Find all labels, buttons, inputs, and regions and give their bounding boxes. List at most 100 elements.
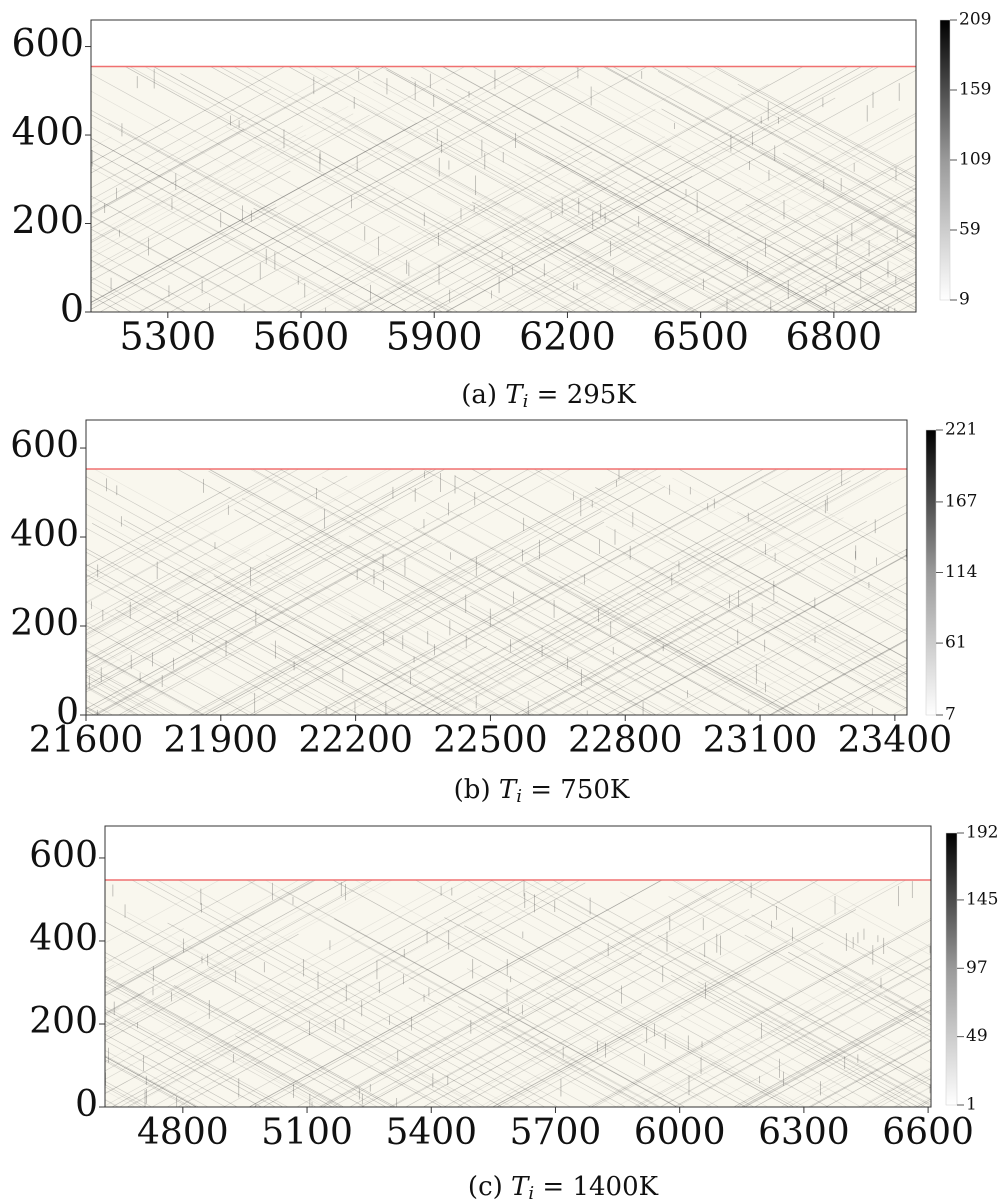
caption: (c) Ti = 1400K [468, 1172, 659, 1204]
texture-line [531, 879, 931, 1100]
texture-line [615, 554, 907, 715]
texture-line [86, 513, 452, 715]
colorbar-tick-label: 145 [966, 889, 998, 909]
texture-line [91, 248, 206, 312]
texture-line [684, 235, 823, 312]
texture-line [712, 66, 916, 179]
texture-line [99, 66, 548, 312]
texture-line [779, 1034, 912, 1107]
colorbar-tick-label: 59 [959, 220, 981, 240]
texture-line [533, 468, 907, 675]
texture-line [391, 1004, 578, 1107]
texture-line [384, 468, 833, 715]
texture-line [461, 530, 797, 715]
texture-line [0, 988, 4, 1107]
texture-line [736, 999, 931, 1107]
colorbar [945, 832, 958, 1106]
texture-line [105, 1056, 197, 1107]
texture-line [484, 517, 844, 715]
texture-line [788, 241, 916, 312]
texture-line [418, 468, 867, 715]
texture-line [747, 215, 916, 309]
texture-line [105, 879, 348, 1014]
texture-line [91, 66, 534, 310]
texture-line [91, 128, 245, 214]
y-tick-label: 0 [60, 287, 84, 331]
caption-part: (a) [461, 380, 505, 410]
texture-line [105, 879, 370, 1026]
texture-line [405, 879, 820, 1107]
texture-line [86, 574, 342, 715]
texture-line [820, 562, 907, 611]
texture-line [787, 490, 907, 557]
texture-line [91, 90, 493, 312]
texture-line [545, 155, 831, 312]
texture-line [105, 992, 145, 1015]
texture-line [623, 553, 907, 711]
texture-line [322, 106, 696, 312]
texture-line [361, 646, 487, 715]
texture-line [105, 1013, 276, 1107]
texture-line [223, 965, 482, 1107]
texture-line [312, 66, 760, 312]
texture-line [148, 75, 579, 312]
texture-line [525, 562, 803, 715]
texture-line [561, 619, 736, 715]
texture-line [91, 114, 451, 312]
texture-line [833, 970, 931, 1026]
texture-line [446, 88, 852, 312]
x-tick-label: 6000 [634, 1112, 726, 1153]
texture-line [528, 108, 899, 312]
texture-line [674, 879, 931, 1021]
texture-line [951, 517, 1007, 715]
texture-line [861, 1068, 931, 1107]
texture-line [633, 943, 931, 1107]
texture-line [457, 1006, 642, 1107]
y-tick-label: 600 [29, 835, 98, 876]
texture-line [410, 76, 839, 312]
texture-line [751, 914, 931, 1014]
x-tick-label: 6500 [652, 315, 749, 359]
texture-line [86, 486, 231, 567]
caption-part: = 750K [522, 775, 630, 805]
texture-line [590, 919, 931, 1107]
texture-line [123, 468, 572, 715]
x-tick-label: 23400 [838, 720, 953, 761]
texture-line [414, 879, 829, 1107]
texture-line [668, 896, 931, 1042]
y-tick-label: 200 [10, 603, 79, 644]
texture-line [200, 66, 648, 312]
texture-line [91, 207, 277, 310]
colorbar-tick-label: 61 [945, 633, 967, 653]
texture-line [235, 1035, 365, 1107]
texture-line [700, 585, 907, 700]
texture-line [659, 538, 907, 676]
texture-line [349, 879, 764, 1107]
texture-line [995, 375, 1007, 715]
texture-line [91, 170, 291, 281]
texture-line [126, 911, 482, 1107]
texture-line [253, 926, 582, 1107]
texture-line [636, 592, 860, 715]
texture-line [525, 468, 907, 679]
texture-line [987, 635, 1007, 715]
texture-line [454, 475, 890, 715]
texture-line [457, 1029, 599, 1107]
texture-line [676, 966, 931, 1107]
texture-line [86, 468, 446, 667]
texture-line [331, 879, 746, 1107]
texture-line [861, 281, 916, 312]
texture-line [1002, 935, 1007, 1107]
texture [86, 375, 1007, 715]
texture-line [604, 66, 916, 238]
y-tick-label: 600 [11, 21, 84, 65]
texture-line [753, 546, 907, 632]
texture-line [698, 952, 931, 1081]
colorbar-tick-label: 7 [945, 705, 956, 725]
y-tick-label: 0 [56, 692, 79, 733]
texture-line [247, 879, 661, 1107]
texture-line [105, 933, 299, 1041]
texture-line [737, 879, 931, 987]
texture-line [91, 126, 428, 312]
texture-line [111, 879, 526, 1107]
